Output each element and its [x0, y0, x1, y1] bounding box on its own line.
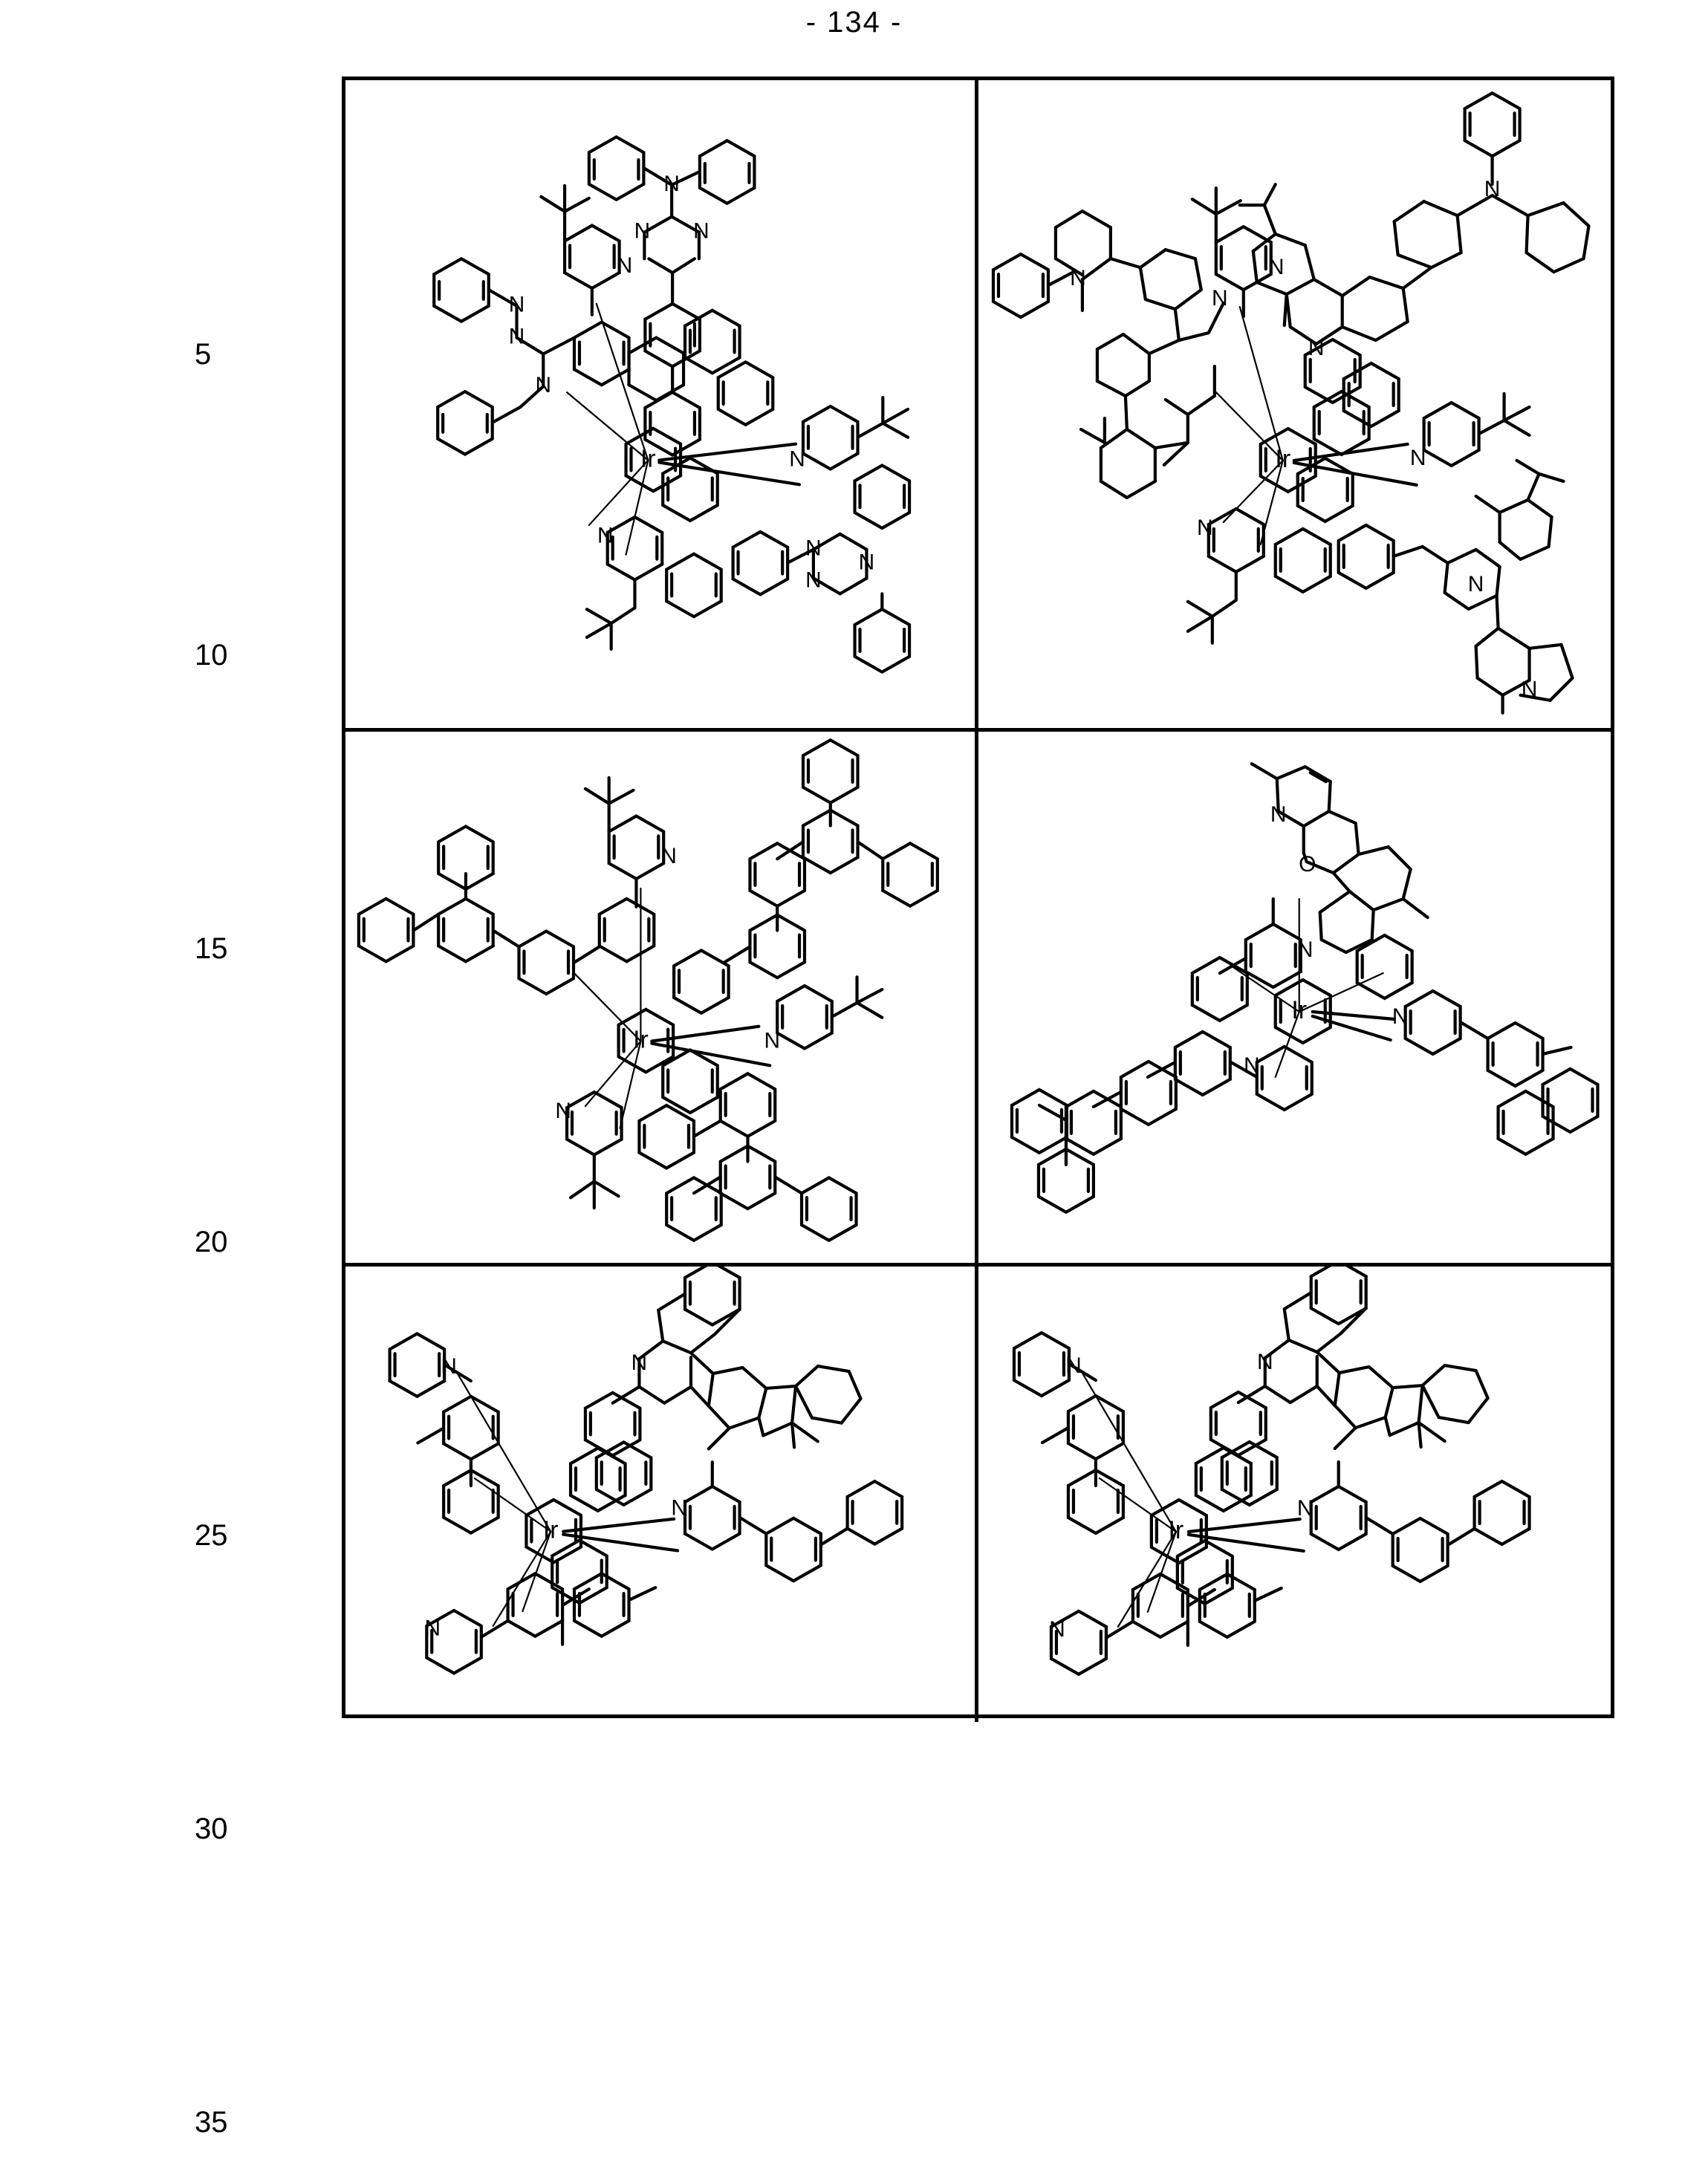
atom-label-N: N — [597, 524, 614, 548]
atom-label-N: N — [1211, 286, 1227, 311]
structure-cell-r2c1: N — [345, 728, 978, 1263]
atom-label-O: O — [1299, 852, 1316, 877]
atom-label-N: N — [1484, 177, 1500, 201]
atom-label-N: N — [1521, 677, 1537, 702]
line-number-20: 20 — [195, 1226, 228, 1259]
structure-cell-r1c2: N N — [978, 80, 1611, 728]
structure-cell-r2c2: N O N — [978, 728, 1611, 1263]
atom-label-N: N — [663, 172, 680, 196]
metal-atom-label-Ir: Ir — [1168, 1516, 1183, 1544]
line-number-30: 30 — [195, 1813, 228, 1846]
atom-label-N: N — [1256, 1350, 1273, 1374]
atom-label-N: N — [1296, 1496, 1313, 1521]
metal-atom-label-Ir: Ir — [1275, 445, 1290, 473]
atom-label-N: N — [789, 446, 805, 471]
atom-label-N: N — [555, 1099, 571, 1123]
atom-label-N: N — [617, 253, 633, 278]
atom-label-N: N — [509, 293, 525, 317]
chemical-structure-table: N N N — [342, 77, 1614, 1718]
coordination-bonds — [1080, 1371, 1175, 1627]
atom-label-N: N — [1392, 1004, 1408, 1029]
metal-atom-label-Ir: Ir — [1291, 996, 1307, 1024]
coordination-bonds — [574, 888, 640, 1128]
atom-label-N: N — [859, 550, 875, 574]
atom-label-N: N — [764, 1028, 781, 1053]
molecule-diagram: N — [390, 1263, 903, 1673]
patent-page: - 134 - 5 10 15 20 25 30 35 — [0, 0, 1708, 2178]
atom-label-N: N — [1270, 802, 1286, 827]
table-row: N — [345, 1263, 1611, 1722]
molecule-diagram: N N — [993, 93, 1588, 713]
atom-label-N: N — [441, 1354, 457, 1379]
line-number-15: 15 — [195, 932, 228, 966]
coordination-bonds — [1215, 307, 1282, 544]
atom-label-N: N — [1243, 1053, 1259, 1078]
atom-label-N: N — [805, 568, 822, 592]
line-number-10: 10 — [195, 639, 228, 672]
atom-label-N: N — [1409, 446, 1426, 470]
atom-label-N: N — [660, 844, 677, 868]
atom-label-N: N — [424, 1616, 441, 1641]
page-number: - 134 - — [0, 6, 1708, 39]
atom-label-N: N — [1070, 266, 1086, 290]
metal-atom-label-Ir: Ir — [633, 1026, 649, 1054]
atom-label-N: N — [536, 373, 552, 397]
atom-label-N: N — [805, 536, 822, 561]
line-number-25: 25 — [195, 1519, 228, 1553]
table-row: N — [345, 728, 1611, 1267]
metal-atom-label-Ir: Ir — [543, 1516, 559, 1544]
molecule-diagram: N — [1013, 1263, 1529, 1674]
atom-label-N: N — [1467, 572, 1484, 596]
molecule-diagram: N N N — [434, 137, 909, 672]
atom-label-N: N — [634, 218, 651, 243]
table-row: N N N — [345, 80, 1611, 732]
metal-atom-label-Ir: Ir — [640, 444, 656, 472]
atom-label-N: N — [693, 218, 709, 243]
atom-label-N: N — [1267, 255, 1284, 279]
line-number-35: 35 — [195, 2106, 228, 2139]
coordination-bonds — [456, 1371, 551, 1626]
molecule-diagram: N — [359, 740, 938, 1241]
structure-cell-r3c2: N — [978, 1263, 1611, 1722]
structure-cell-r1c1: N N N — [345, 80, 978, 728]
atom-label-N: N — [671, 1496, 687, 1521]
line-number-5: 5 — [195, 338, 211, 371]
structure-cell-r3c1: N — [345, 1263, 978, 1722]
atom-label-N: N — [1065, 1353, 1082, 1378]
atom-label-N: N — [509, 324, 525, 348]
atom-label-N: N — [1049, 1617, 1065, 1642]
atom-label-N: N — [631, 1350, 648, 1375]
atom-label-N: N — [1196, 516, 1212, 540]
molecule-diagram: N O N — [1011, 764, 1597, 1212]
coordination-bonds — [1230, 899, 1383, 1077]
